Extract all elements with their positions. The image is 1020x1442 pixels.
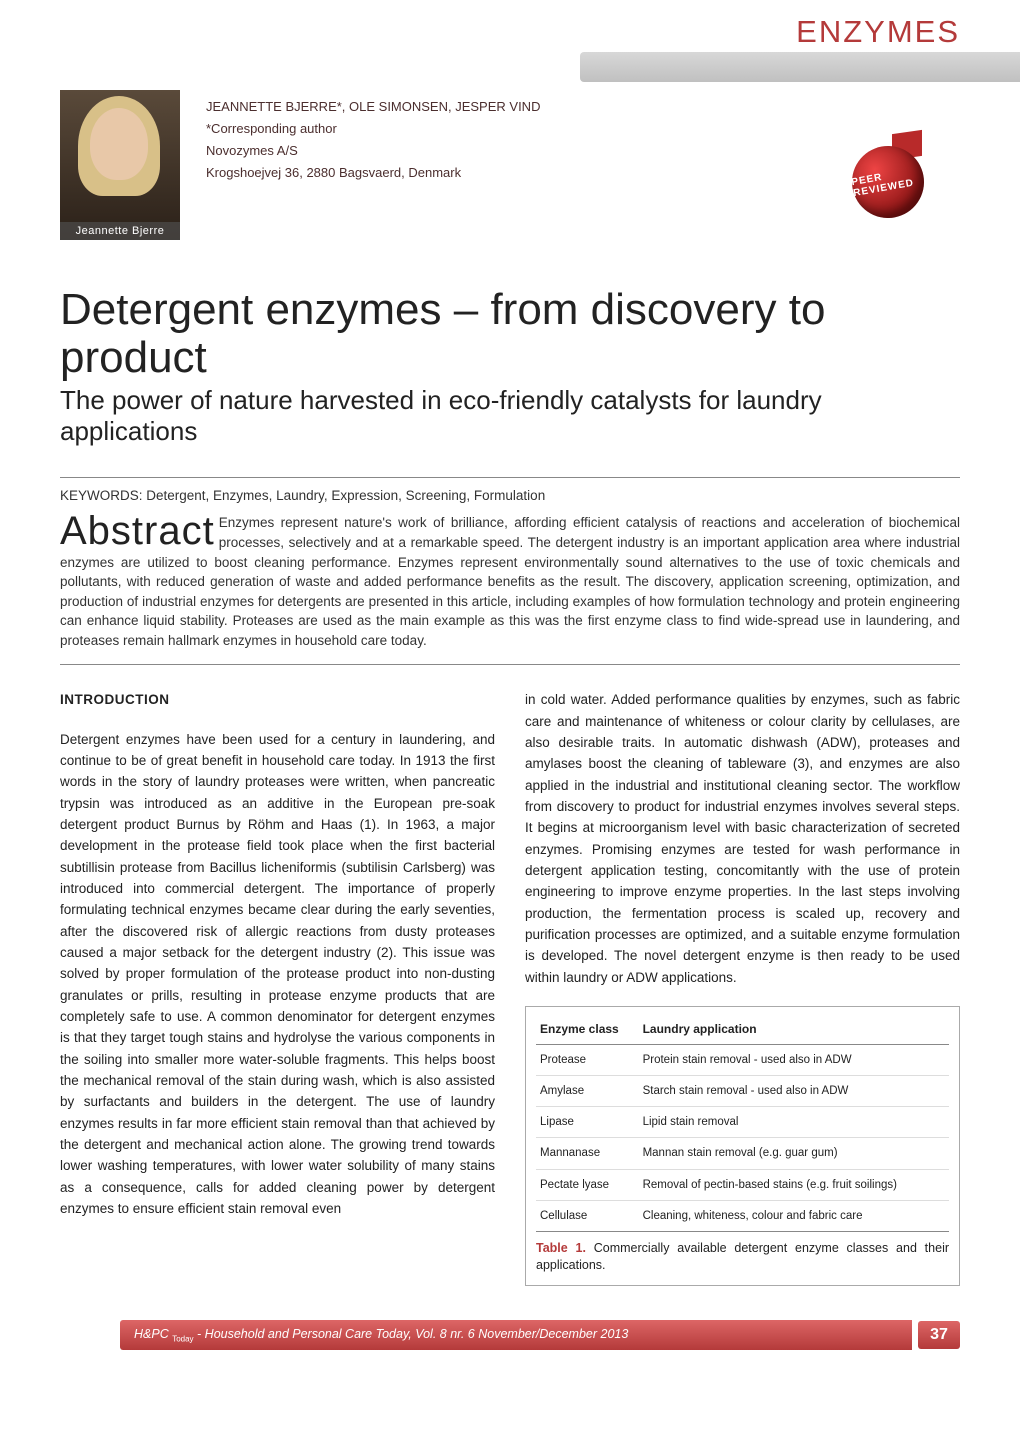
table-header-laundry-application: Laundry application <box>639 1015 949 1044</box>
corresponding-note: *Corresponding author <box>206 118 540 140</box>
abstract-label: Abstract <box>60 513 219 549</box>
author-block: Jeannette Bjerre JEANNETTE BJERRE*, OLE … <box>60 90 960 240</box>
body-columns: INTRODUCTION Detergent enzymes have been… <box>60 689 960 1285</box>
column-left: INTRODUCTION Detergent enzymes have been… <box>60 689 495 1285</box>
article-subtitle: The power of nature harvested in eco-fri… <box>60 385 960 447</box>
section-label: ENZYMES <box>796 14 960 50</box>
table-row: LipaseLipid stain removal <box>536 1107 949 1138</box>
authors-line: JEANNETTE BJERRE*, OLE SIMONSEN, JESPER … <box>206 96 540 118</box>
abstract: Abstract Enzymes represent nature's work… <box>60 513 960 650</box>
table-row: Pectate lyaseRemoval of pectin-based sta… <box>536 1169 949 1200</box>
author-portrait: Jeannette Bjerre <box>60 90 180 240</box>
footer-bar: H&PC Today - Household and Personal Care… <box>60 1320 960 1351</box>
author-meta: JEANNETTE BJERRE*, OLE SIMONSEN, JESPER … <box>206 90 540 240</box>
divider <box>60 477 960 478</box>
address: Krogshoejvej 36, 2880 Bagsvaerd, Denmark <box>206 162 540 184</box>
peer-reviewed-seal: PEER REVIEWED <box>846 140 930 224</box>
table-1: Enzyme class Laundry application Proteas… <box>525 1006 960 1286</box>
intro-heading: INTRODUCTION <box>60 689 495 710</box>
table-row: ProteaseProtein stain removal - used als… <box>536 1044 949 1075</box>
footer-citation: H&PC Today - Household and Personal Care… <box>120 1320 912 1351</box>
affiliation: Novozymes A/S <box>206 140 540 162</box>
page-number: 37 <box>918 1321 960 1349</box>
table-caption: Table 1. Commercially available detergen… <box>536 1240 949 1275</box>
table-caption-text: Commercially available detergent enzyme … <box>536 1241 949 1273</box>
table-caption-label: Table 1. <box>536 1241 586 1255</box>
portrait-caption: Jeannette Bjerre <box>60 222 180 240</box>
divider <box>60 664 960 665</box>
table-header-enzyme-class: Enzyme class <box>536 1015 639 1044</box>
column-right: in cold water. Added performance qualiti… <box>525 689 960 1285</box>
table-row: AmylaseStarch stain removal - used also … <box>536 1076 949 1107</box>
header-band <box>580 52 1020 82</box>
keywords-line: KEYWORDS: Detergent, Enzymes, Laundry, E… <box>60 488 960 503</box>
column-left-text: Detergent enzymes have been used for a c… <box>60 729 495 1220</box>
article-title: Detergent enzymes – from discovery to pr… <box>60 286 960 381</box>
table-row: MannanaseMannan stain removal (e.g. guar… <box>536 1138 949 1169</box>
column-right-text: in cold water. Added performance qualiti… <box>525 689 960 988</box>
table-row: CellulaseCleaning, whiteness, colour and… <box>536 1200 949 1231</box>
